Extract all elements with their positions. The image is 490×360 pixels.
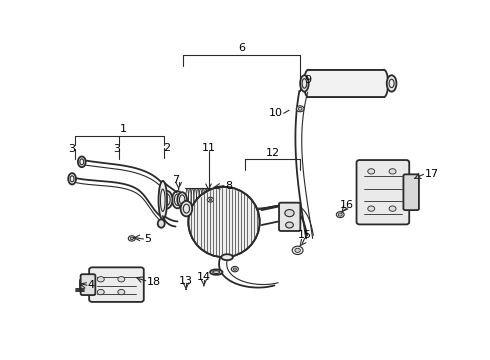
Ellipse shape bbox=[221, 254, 233, 260]
Ellipse shape bbox=[295, 248, 300, 252]
Ellipse shape bbox=[285, 210, 294, 217]
Ellipse shape bbox=[118, 289, 125, 295]
Text: 13: 13 bbox=[179, 276, 193, 286]
Ellipse shape bbox=[172, 191, 183, 208]
Text: 11: 11 bbox=[201, 143, 216, 153]
Ellipse shape bbox=[233, 268, 236, 270]
Text: 14: 14 bbox=[197, 272, 211, 282]
Ellipse shape bbox=[336, 212, 344, 217]
Ellipse shape bbox=[130, 237, 133, 240]
Ellipse shape bbox=[161, 191, 172, 209]
Ellipse shape bbox=[300, 75, 309, 92]
Ellipse shape bbox=[210, 269, 222, 275]
Text: 3: 3 bbox=[113, 144, 120, 154]
Bar bbox=[308, 70, 384, 97]
FancyBboxPatch shape bbox=[357, 160, 409, 224]
FancyBboxPatch shape bbox=[403, 174, 419, 210]
Ellipse shape bbox=[231, 266, 238, 272]
Text: 8: 8 bbox=[225, 181, 232, 191]
Ellipse shape bbox=[380, 70, 388, 97]
Ellipse shape bbox=[78, 157, 86, 167]
Ellipse shape bbox=[296, 106, 304, 112]
Ellipse shape bbox=[368, 169, 375, 174]
Text: 6: 6 bbox=[238, 43, 245, 53]
Text: 15: 15 bbox=[297, 230, 312, 240]
Text: 5: 5 bbox=[145, 234, 151, 244]
Text: 7: 7 bbox=[172, 175, 179, 185]
Ellipse shape bbox=[304, 70, 313, 97]
Ellipse shape bbox=[387, 75, 396, 92]
Ellipse shape bbox=[207, 197, 214, 202]
Text: 18: 18 bbox=[147, 276, 161, 287]
Ellipse shape bbox=[98, 276, 104, 282]
Text: 2: 2 bbox=[164, 143, 171, 153]
Text: 10: 10 bbox=[270, 108, 283, 118]
Ellipse shape bbox=[181, 201, 192, 216]
Ellipse shape bbox=[286, 222, 294, 228]
Ellipse shape bbox=[158, 181, 167, 220]
Ellipse shape bbox=[298, 107, 302, 110]
FancyBboxPatch shape bbox=[279, 203, 300, 231]
FancyBboxPatch shape bbox=[89, 267, 144, 302]
Ellipse shape bbox=[68, 173, 76, 184]
Text: 9: 9 bbox=[304, 76, 311, 85]
Ellipse shape bbox=[209, 199, 212, 201]
Ellipse shape bbox=[292, 246, 303, 255]
Ellipse shape bbox=[368, 206, 375, 211]
FancyBboxPatch shape bbox=[81, 274, 96, 295]
Ellipse shape bbox=[98, 289, 104, 295]
Ellipse shape bbox=[389, 206, 396, 211]
Ellipse shape bbox=[188, 187, 260, 257]
Ellipse shape bbox=[338, 213, 342, 216]
Text: 4: 4 bbox=[88, 280, 95, 290]
Text: 3: 3 bbox=[68, 144, 75, 154]
Ellipse shape bbox=[389, 169, 396, 174]
Text: 17: 17 bbox=[425, 169, 439, 179]
Ellipse shape bbox=[128, 236, 135, 241]
Ellipse shape bbox=[118, 276, 125, 282]
Ellipse shape bbox=[177, 192, 187, 207]
Text: 1: 1 bbox=[120, 124, 127, 134]
Ellipse shape bbox=[158, 219, 165, 228]
Text: 12: 12 bbox=[266, 148, 279, 158]
Text: 16: 16 bbox=[340, 200, 354, 210]
